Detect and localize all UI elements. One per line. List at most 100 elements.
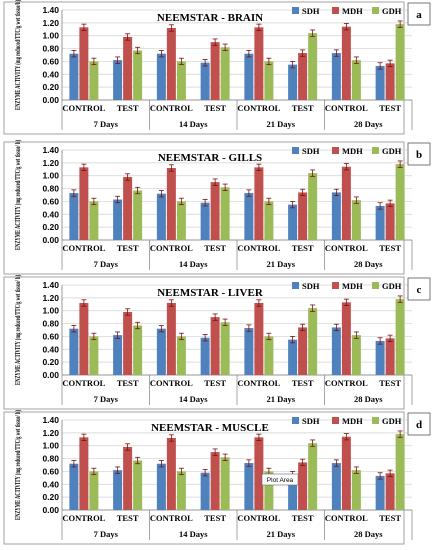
chart-title: NEEMSTAR - GILLS xyxy=(158,152,262,164)
bar-gdh xyxy=(176,336,186,375)
bar-sdh xyxy=(244,53,254,100)
y-tick-label: 0.20 xyxy=(42,357,59,367)
bar-mdh xyxy=(341,26,351,100)
legend-swatch-mdh xyxy=(332,417,339,424)
y-tick-label: 0.00 xyxy=(42,370,59,380)
bar-sdh xyxy=(113,335,123,375)
tooltip-box xyxy=(261,473,299,486)
bar-sdh xyxy=(200,337,210,375)
x-tick-label: CONTROL xyxy=(325,513,368,523)
chart-svg-b: 0.00 0.20 0.40 0.60 0.80 1.00 1.20 1.40 ENZYME A… xyxy=(3,140,431,275)
bar-sdh xyxy=(288,474,298,510)
bar-gdh xyxy=(351,60,361,100)
legend-label-gdh: GDH xyxy=(382,281,402,291)
x-tick-label: CONTROL xyxy=(150,378,193,388)
group-label: 21 Days xyxy=(266,394,295,404)
bar-gdh xyxy=(220,322,230,375)
bar-sdh xyxy=(113,60,123,100)
chart-svg-a: 0.00 0.20 0.40 0.60 0.80 1.00 1.20 1.40 ENZYME A… xyxy=(3,0,431,135)
x-tick-label: CONTROL xyxy=(150,513,193,523)
bar-gdh xyxy=(264,471,274,510)
bar-gdh xyxy=(133,50,143,100)
bar-mdh xyxy=(298,327,308,375)
bar-sdh xyxy=(244,193,254,240)
legend-label-sdh: SDH xyxy=(302,146,320,156)
y-tick-label: 1.20 xyxy=(42,158,59,168)
x-tick-label: CONTROL xyxy=(62,103,105,113)
chart-title: NEEMSTAR - MUSCLE xyxy=(151,422,269,434)
bar-gdh xyxy=(308,443,318,510)
legend-label-mdh: MDH xyxy=(342,146,363,156)
y-axis-label: ENZYME ACTIVITY (mg reduced/TTC/g wet ti… xyxy=(13,410,22,520)
legend-label-sdh: SDH xyxy=(302,6,320,16)
group-label: 28 Days xyxy=(354,119,383,129)
group-label: 14 Days xyxy=(179,259,208,269)
bar-gdh xyxy=(89,201,99,240)
bar-gdh xyxy=(308,33,318,101)
x-tick-label: TEST xyxy=(204,243,226,253)
bar-sdh xyxy=(156,463,166,510)
bar-mdh xyxy=(341,436,351,510)
bar-sdh xyxy=(244,463,254,510)
y-tick-label: 1.00 xyxy=(42,306,59,316)
x-tick-label: CONTROL xyxy=(150,243,193,253)
x-tick-label: CONTROL xyxy=(237,243,280,253)
y-tick-label: 0.20 xyxy=(42,492,59,502)
x-tick-label: TEST xyxy=(292,378,314,388)
group-label: 28 Days xyxy=(354,259,383,269)
y-tick-label: 0.60 xyxy=(42,56,59,66)
x-tick-label: TEST xyxy=(292,513,314,523)
x-tick-label: TEST xyxy=(204,103,226,113)
bar-gdh xyxy=(220,47,230,100)
x-tick-label: TEST xyxy=(292,243,314,253)
bar-gdh xyxy=(395,299,405,375)
bar-sdh xyxy=(375,475,385,510)
bar-sdh xyxy=(375,65,385,100)
y-tick-label: 1.20 xyxy=(42,293,59,303)
group-label: 14 Days xyxy=(179,394,208,404)
x-tick-label: CONTROL xyxy=(150,103,193,113)
bar-mdh xyxy=(254,437,264,510)
bar-gdh xyxy=(89,471,99,510)
bar-mdh xyxy=(341,166,351,240)
x-tick-label: TEST xyxy=(117,513,139,523)
bar-mdh xyxy=(166,303,176,375)
y-axis-label: ENZYME ACTIVITY (mg reduced/TTC/g wet ti… xyxy=(13,275,22,385)
legend-swatch-mdh xyxy=(332,147,339,154)
y-tick-label: 0.00 xyxy=(42,505,59,515)
bar-sdh xyxy=(113,199,123,240)
bar-gdh xyxy=(264,61,274,100)
legend-swatch-gdh xyxy=(372,282,379,289)
x-tick-label: CONTROL xyxy=(62,243,105,253)
y-tick-label: 0.60 xyxy=(42,196,59,206)
x-tick-label: TEST xyxy=(379,513,401,523)
bar-gdh xyxy=(133,325,143,375)
bar-mdh xyxy=(123,37,133,100)
y-tick-label: 0.40 xyxy=(42,344,59,354)
x-tick-label: TEST xyxy=(204,378,226,388)
bar-mdh xyxy=(210,452,220,510)
bar-sdh xyxy=(375,205,385,240)
x-tick-label: TEST xyxy=(117,378,139,388)
y-tick-label: 0.40 xyxy=(42,479,59,489)
bar-gdh xyxy=(220,457,230,510)
x-tick-label: CONTROL xyxy=(62,378,105,388)
y-tick-label: 0.60 xyxy=(42,466,59,476)
x-tick-label: CONTROL xyxy=(325,103,368,113)
bar-mdh xyxy=(254,27,264,100)
x-tick-label: TEST xyxy=(292,103,314,113)
x-tick-label: CONTROL xyxy=(237,103,280,113)
group-label: 21 Days xyxy=(266,529,295,539)
bar-mdh xyxy=(298,462,308,510)
x-tick-label: CONTROL xyxy=(325,243,368,253)
y-tick-label: 1.40 xyxy=(42,5,59,15)
bar-sdh xyxy=(375,340,385,375)
panel-label-box xyxy=(407,277,431,301)
y-axis-label: ENZYME ACTIVITY (mg reduced/TTC/g wet ti… xyxy=(13,140,22,250)
y-tick-label: 1.00 xyxy=(42,171,59,181)
x-tick-label: TEST xyxy=(117,103,139,113)
y-tick-label: 1.40 xyxy=(42,280,59,290)
bar-gdh xyxy=(395,164,405,240)
y-tick-label: 0.20 xyxy=(42,222,59,232)
bar-gdh xyxy=(351,200,361,240)
